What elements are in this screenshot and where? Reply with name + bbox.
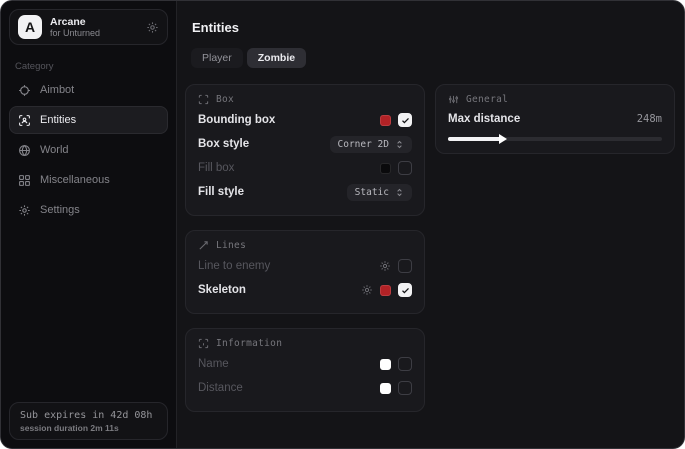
sidebar-item-entities[interactable]: Entities [9,106,168,134]
left-column: Box Bounding box [185,84,425,412]
sidebar-item-label: Entities [40,114,77,126]
tab-bar: Player Zombie [191,48,675,68]
setting-label: Fill style [198,186,245,198]
session-duration-text: session duration 2m 11s [20,423,119,433]
setting-row-fill-style: Fill style Static [198,181,412,203]
max-distance-slider[interactable] [448,134,662,144]
max-distance-value: 248m [636,113,662,125]
setting-row-box-style: Box style Corner 2D [198,133,412,155]
chevron-up-down-icon [395,188,404,197]
setting-row-bounding-box: Bounding box [198,109,412,131]
gear-icon[interactable] [379,260,391,272]
sidebar-item-world[interactable]: World [9,136,168,164]
main-panel: Entities Player Zombie Box [177,1,684,448]
setting-label: Box style [198,138,250,150]
sidebar-item-miscellaneous[interactable]: Miscellaneous [9,166,168,194]
dropdown-value: Static [354,186,389,198]
sidebar-item-aimbot[interactable]: Aimbot [9,76,168,104]
content-area: Box Bounding box [185,84,675,412]
lines-card: Lines Line to enemy [185,230,425,314]
sidebar-item-label: Settings [40,204,80,216]
sliders-icon [448,94,459,105]
setting-row-max-distance: Max distance 248m [448,109,662,129]
lines-card-header: Lines [198,240,412,251]
dropdown-value: Corner 2D [337,138,389,150]
color-swatch[interactable] [380,284,391,296]
right-column: General Max distance 248m [435,84,675,154]
setting-label: Distance [198,382,243,394]
setting-row-distance: Distance [198,377,412,399]
sidebar-item-label: World [40,144,69,156]
lines-card-title: Lines [216,240,247,251]
color-swatch[interactable] [380,114,391,126]
sub-expiry-text: Sub expires in 42d 08h [20,410,153,421]
sidebar-item-label: Miscellaneous [40,174,110,186]
gear-icon[interactable] [146,21,159,34]
color-swatch[interactable] [380,162,391,174]
slider-fill [448,137,502,141]
general-card: General Max distance 248m [435,84,675,154]
setting-label: Fill box [198,162,235,174]
general-card-title: General [466,94,509,105]
setting-label: Bounding box [198,114,276,126]
brand-logo: A [18,15,42,39]
subscription-card: Sub expires in 42d 08h session duration … [9,402,168,440]
color-swatch[interactable] [380,382,391,394]
tab-player[interactable]: Player [191,48,243,68]
bounding-box-checkbox[interactable] [398,113,412,127]
brand-name: Arcane [50,15,86,28]
box-card: Box Bounding box [185,84,425,216]
gear-icon [18,204,31,217]
distance-checkbox[interactable] [398,381,412,395]
info-scan-icon [198,338,209,349]
setting-row-skeleton: Skeleton [198,279,412,301]
name-checkbox[interactable] [398,357,412,371]
crosshair-icon [18,84,31,97]
information-card-title: Information [216,338,283,349]
fill-box-checkbox[interactable] [398,161,412,175]
diagonal-line-icon [198,240,209,251]
sidebar-nav: Aimbot Entities [9,76,168,224]
brand-subtitle: for Unturned [50,27,101,38]
sidebar-spacer [9,224,168,402]
chevron-up-down-icon [395,140,404,149]
setting-row-line-to-enemy: Line to enemy [198,255,412,277]
gear-icon[interactable] [361,284,373,296]
entity-scan-icon [18,114,31,127]
grid-icon [18,174,31,187]
setting-label: Max distance [448,113,521,125]
brand-text: Arcane for Unturned [50,16,138,38]
sidebar-item-settings[interactable]: Settings [9,196,168,224]
skeleton-checkbox[interactable] [398,283,412,297]
box-card-title: Box [216,94,235,105]
setting-row-fill-box: Fill box [198,157,412,179]
box-card-header: Box [198,94,412,105]
page-title: Entities [192,20,239,35]
slider-handle[interactable] [499,134,508,144]
brand-card: A Arcane for Unturned [9,9,168,45]
category-label: Category [15,61,54,72]
information-card-header: Information [198,338,412,349]
color-swatch[interactable] [380,358,391,370]
setting-label: Skeleton [198,284,246,296]
setting-label: Line to enemy [198,260,271,272]
scan-brackets-icon [198,94,209,105]
sidebar: A Arcane for Unturned Category [1,1,177,448]
information-card: Information Name Distance [185,328,425,412]
fill-style-dropdown[interactable]: Static [346,183,412,201]
tab-zombie[interactable]: Zombie [246,48,307,68]
box-style-dropdown[interactable]: Corner 2D [329,135,412,153]
setting-label: Name [198,358,229,370]
globe-icon [18,144,31,157]
setting-row-name: Name [198,353,412,375]
line-to-enemy-checkbox[interactable] [398,259,412,273]
sidebar-item-label: Aimbot [40,84,75,96]
general-card-header: General [448,94,662,105]
